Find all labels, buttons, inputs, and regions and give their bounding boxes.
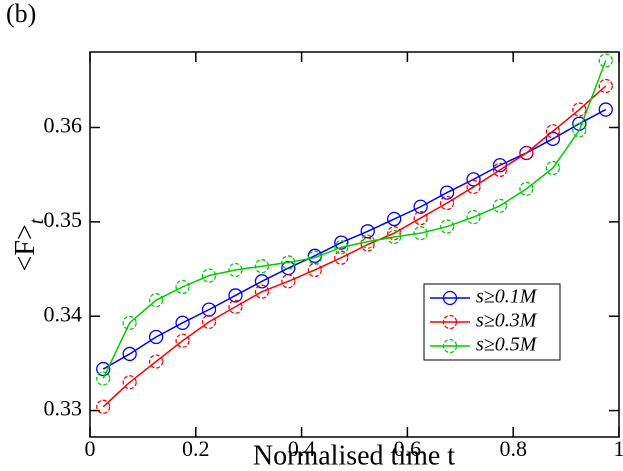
data-point [360, 224, 375, 239]
plot-frame [89, 51, 620, 438]
data-point [334, 235, 349, 250]
y-tick-label: 0.35 [44, 207, 83, 232]
data-point [466, 209, 481, 225]
data-point [334, 240, 349, 255]
data-point [175, 279, 190, 295]
x-tick-label: 0.6 [394, 436, 422, 461]
data-point [413, 210, 428, 226]
legend-marker [442, 290, 458, 306]
y-axis-label: <F>t [10, 218, 47, 271]
legend-marker [442, 314, 458, 330]
legend-label: s≥0.1M [476, 286, 538, 308]
y-tick-label: 0.34 [44, 301, 83, 326]
data-point [572, 123, 587, 138]
x-tick-label: 0.8 [499, 436, 527, 461]
data-point [148, 293, 164, 308]
data-point [598, 53, 613, 68]
data-point [519, 181, 534, 196]
data-point [254, 259, 270, 274]
x-axis-label: Normalised time t [253, 440, 455, 471]
data-point [96, 399, 111, 414]
data-point [148, 354, 164, 369]
data-point [175, 333, 190, 348]
series-line [102, 60, 607, 379]
data-point [572, 102, 587, 117]
data-point [175, 315, 190, 330]
y-axis-label-main: <F> [10, 224, 41, 271]
data-point [439, 195, 455, 211]
data-point [545, 160, 561, 176]
data-point [201, 268, 217, 283]
data-point [307, 250, 322, 265]
panel-label: (b) [6, 0, 36, 28]
data-point [492, 198, 508, 213]
data-point [360, 234, 375, 249]
legend-marker [442, 338, 458, 354]
x-tick-label: 0.4 [288, 436, 316, 461]
legend-label: s≥0.5M [476, 334, 538, 356]
data-point [387, 226, 402, 241]
data-point [413, 199, 428, 214]
data-point [439, 219, 455, 234]
x-tick-label: 0.2 [182, 436, 210, 461]
data-point [519, 145, 534, 161]
data-point [122, 375, 137, 390]
x-tick-label: 0 [85, 436, 96, 461]
data-point [598, 102, 613, 117]
data-point [254, 274, 270, 289]
data-point [413, 226, 428, 241]
data-point [466, 179, 481, 195]
y-axis-label-sub: t [26, 218, 48, 224]
series-line [102, 85, 607, 408]
data-point [439, 185, 455, 200]
data-point [122, 315, 137, 330]
data-point [96, 371, 111, 386]
data-point [492, 162, 508, 178]
y-tick-label: 0.36 [44, 113, 83, 138]
data-point [387, 229, 402, 245]
data-point [228, 288, 243, 303]
data-point [281, 260, 296, 276]
data-point [281, 255, 296, 270]
data-point [254, 284, 270, 299]
data-point [148, 329, 164, 345]
data-point [307, 262, 322, 278]
data-point [545, 131, 561, 146]
x-tick-label: 1 [614, 436, 623, 461]
data-point [201, 302, 217, 317]
data-point [545, 124, 561, 139]
legend-label: s≥0.3M [476, 310, 538, 332]
data-point [387, 211, 402, 227]
data-point [201, 314, 217, 330]
data-point [281, 274, 296, 289]
data-point [122, 346, 137, 362]
data-point [466, 172, 481, 187]
data-point [228, 262, 243, 278]
data-point [228, 299, 243, 314]
y-tick-label: 0.33 [44, 396, 83, 421]
data-point [334, 250, 349, 265]
data-point [96, 361, 111, 377]
data-point [598, 78, 613, 94]
